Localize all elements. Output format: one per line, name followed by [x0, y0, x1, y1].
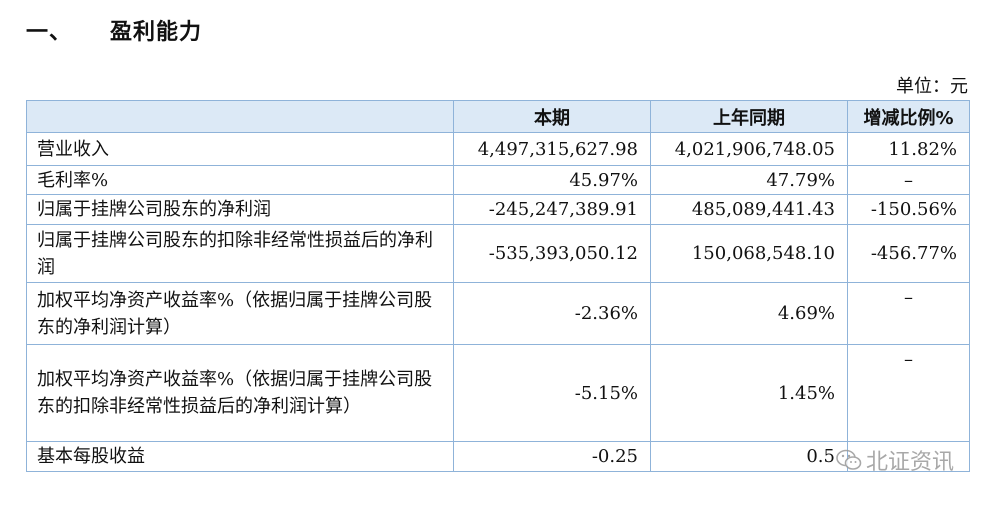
current-value: -535,393,050.12 — [453, 224, 651, 283]
table-row: 营业收入 4,497,315,627.98 4,021,906,748.05 1… — [26, 132, 970, 166]
header-change-pct: 增减比例% — [847, 100, 970, 133]
row-label: 归属于挂牌公司股东的净利润 — [26, 194, 454, 225]
prior-value: 47.79% — [650, 165, 848, 195]
row-label: 加权平均净资产收益率%（依据归属于挂牌公司股东的扣除非经常性损益后的净利润计算） — [26, 344, 454, 442]
table-row: 毛利率% 45.97% 47.79% – — [26, 165, 970, 195]
section-title: 盈利能力 — [110, 20, 203, 45]
section-number: 一、 — [26, 20, 73, 45]
change-value: – — [847, 344, 970, 442]
row-label: 归属于挂牌公司股东的扣除非经常性损益后的净利润 — [26, 224, 454, 283]
current-value: -0.25 — [453, 441, 651, 472]
profitability-table: 本期 上年同期 增减比例% 营业收入 4,497,315,627.98 4,02… — [26, 100, 970, 472]
change-value: – — [847, 282, 970, 345]
header-item — [26, 100, 454, 133]
table-row: 基本每股收益 -0.25 0.5 — [26, 441, 970, 472]
current-value: 45.97% — [453, 165, 651, 195]
prior-value: 4,021,906,748.05 — [650, 132, 848, 166]
current-value: 4,497,315,627.98 — [453, 132, 651, 166]
header-current-period: 本期 — [453, 100, 651, 133]
change-value: – — [847, 165, 970, 195]
prior-value: 0.5 — [650, 441, 848, 472]
current-value: -5.15% — [453, 344, 651, 442]
table-row: 加权平均净资产收益率%（依据归属于挂牌公司股东的净利润计算） -2.36% 4.… — [26, 282, 970, 345]
table-row: 归属于挂牌公司股东的扣除非经常性损益后的净利润 -535,393,050.12 … — [26, 224, 970, 283]
section-heading: 一、 盈利能力 — [26, 14, 202, 46]
change-value: 11.82% — [847, 132, 970, 166]
table-row: 归属于挂牌公司股东的净利润 -245,247,389.91 485,089,44… — [26, 194, 970, 225]
change-value — [847, 441, 970, 472]
current-value: -2.36% — [453, 282, 651, 345]
prior-value: 485,089,441.43 — [650, 194, 848, 225]
change-value: -150.56% — [847, 194, 970, 225]
prior-value: 4.69% — [650, 282, 848, 345]
current-value: -245,247,389.91 — [453, 194, 651, 225]
prior-value: 150,068,548.10 — [650, 224, 848, 283]
row-label: 毛利率% — [26, 165, 454, 195]
watermark-text: 北证资讯 — [866, 450, 955, 475]
change-value: -456.77% — [847, 224, 970, 283]
row-label: 加权平均净资产收益率%（依据归属于挂牌公司股东的净利润计算） — [26, 282, 454, 345]
row-label: 营业收入 — [26, 132, 454, 166]
header-prior-period: 上年同期 — [650, 100, 848, 133]
table-header-row: 本期 上年同期 增减比例% — [26, 100, 970, 133]
wechat-icon — [836, 449, 862, 471]
prior-value: 1.45% — [650, 344, 848, 442]
row-label: 基本每股收益 — [26, 441, 454, 472]
table-row: 加权平均净资产收益率%（依据归属于挂牌公司股东的扣除非经常性损益后的净利润计算）… — [26, 344, 970, 442]
watermark: 北证资讯 — [836, 444, 954, 476]
unit-note: 单位：元 — [896, 76, 968, 97]
